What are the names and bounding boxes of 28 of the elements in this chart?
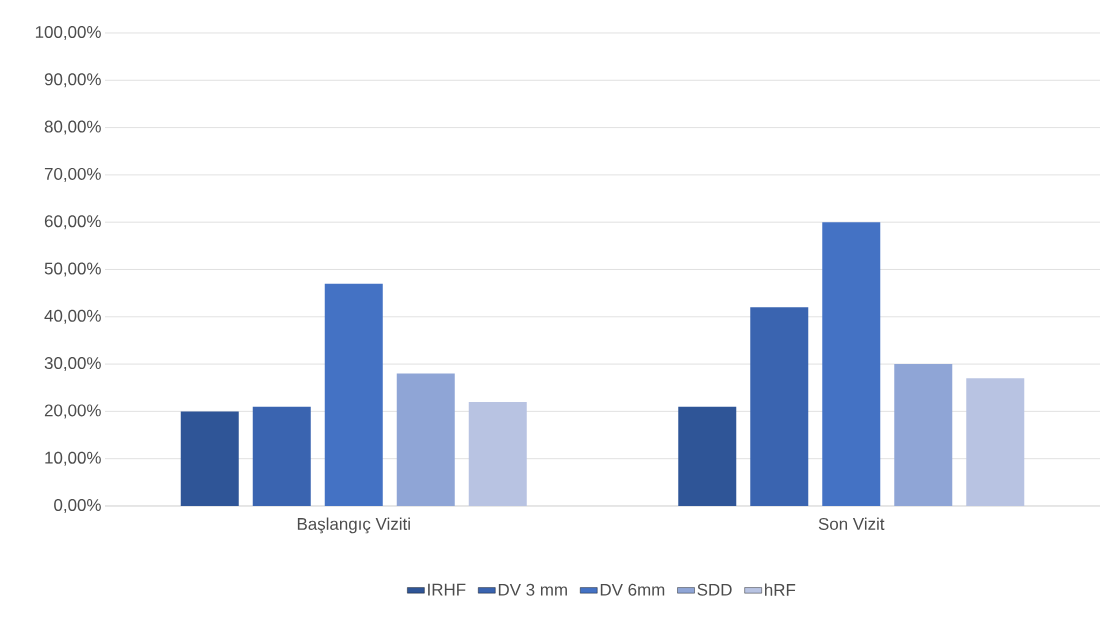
bar [180,411,239,506]
y-tick-label: 0,00% [54,498,101,513]
x-tick-label: Başlangıç Viziti [297,517,410,534]
y-tick-label: 40,00% [44,309,101,324]
y-tick-label: 50,00% [44,262,101,277]
y-tick-label: 90,00% [44,73,101,88]
bar [678,406,737,506]
y-tick-label: 80,00% [44,120,101,135]
bar [822,222,881,506]
y-tick-label: 100,00% [35,25,101,40]
legend-label: hRF [765,583,796,596]
legend-label: IRHF [428,583,466,596]
legend-label: DV 3 mm [498,583,567,596]
bar [324,283,383,506]
bar [750,307,809,506]
bar [966,378,1025,506]
y-tick-label: 30,00% [44,357,101,372]
legend-label: SDD [697,583,732,596]
y-tick-label: 60,00% [44,215,101,230]
legend-label: DV 6mm [600,583,665,596]
x-tick-label: Son Vizit [818,517,885,530]
bar [894,364,953,506]
bar [468,401,527,506]
y-tick-label: 20,00% [44,404,101,419]
bar [396,373,455,506]
bar [252,406,311,506]
y-tick-label: 10,00% [45,451,101,466]
y-tick-label: 70,00% [44,167,101,182]
